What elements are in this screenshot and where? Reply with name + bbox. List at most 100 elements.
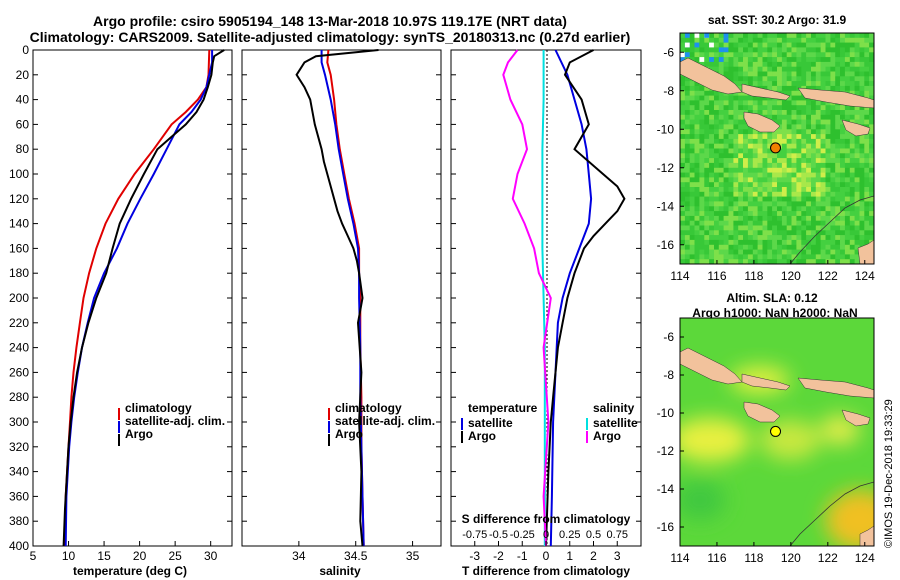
- sst-cell: [680, 134, 686, 140]
- y-tick-label: 320: [9, 440, 29, 454]
- sst-cell: [714, 90, 720, 96]
- sst-cell: [767, 153, 773, 159]
- sst-cell: [704, 182, 710, 188]
- sst-cell: [811, 153, 817, 159]
- sst-cell: [733, 61, 739, 67]
- sst-cell: [791, 105, 797, 111]
- sst-cell: [762, 235, 768, 241]
- sst-cell: [830, 172, 836, 178]
- sst-cell: [825, 167, 831, 173]
- sst-cell: [752, 162, 758, 168]
- map-y-tick-label: -16: [657, 520, 675, 534]
- sst-cell: [859, 187, 865, 193]
- sst-cell: [757, 167, 763, 173]
- sst-cell: [840, 182, 846, 188]
- sst-cell: [840, 105, 846, 111]
- sst-cell: [825, 114, 831, 120]
- credit-text: ©IMOS 19-Dec-2018 19:33:29: [883, 399, 895, 548]
- sst-cell: [786, 239, 792, 245]
- sst-cell: [728, 153, 734, 159]
- sst-cell: [743, 52, 749, 58]
- sst-cell: [840, 143, 846, 149]
- land-flores: [797, 87, 874, 109]
- sst-cell: [762, 244, 768, 250]
- sst-cell: [704, 143, 710, 149]
- sst-cell: [743, 33, 749, 39]
- sst-cell: [801, 129, 807, 135]
- sst-cell: [684, 230, 690, 236]
- sst-cell: [830, 33, 836, 39]
- sst-cell: [854, 235, 860, 241]
- sst-cell: [743, 177, 749, 183]
- sst-cell: [815, 124, 821, 130]
- sst-cell: [738, 158, 744, 164]
- sla-map-panel: Altim. SLA: 0.12 Argo h1000: NaN h2000: …: [657, 291, 875, 565]
- sst-cell: [733, 177, 739, 183]
- sst-cell: [830, 47, 836, 53]
- sst-cell: [728, 206, 734, 212]
- sst-cell: [733, 239, 739, 245]
- top-x-tick-label: 0.5: [586, 529, 601, 541]
- sst-cell: [767, 225, 773, 231]
- series-t-argo: [545, 49, 626, 547]
- sst-cell: [806, 124, 812, 130]
- sst-cell: [806, 215, 812, 221]
- sst-cell: [694, 158, 700, 164]
- sst-cell: [786, 196, 792, 202]
- sst-cell: [762, 191, 768, 197]
- sst-cell: [747, 177, 753, 183]
- sst-cell: [840, 57, 846, 63]
- sst-cell: [777, 129, 783, 135]
- sst-cell: [718, 158, 724, 164]
- sst-cell: [689, 158, 695, 164]
- sst-cell: [714, 220, 720, 226]
- sst-cell: [830, 119, 836, 125]
- sst-cell: [806, 230, 812, 236]
- sst-cell: [738, 153, 744, 159]
- sst-cell: [694, 201, 700, 207]
- sst-cell: [723, 167, 729, 173]
- sst-cell: [786, 211, 792, 217]
- sst-cell: [728, 110, 734, 116]
- sst-cell: [709, 37, 715, 43]
- sst-cell: [811, 47, 817, 53]
- sst-cell: [714, 42, 720, 48]
- sst-cell: [762, 138, 768, 144]
- sst-cell: [796, 230, 802, 236]
- sst-cell: [796, 114, 802, 120]
- sst-cell: [811, 124, 817, 130]
- sst-cell: [864, 215, 870, 221]
- y-tick-label: 120: [9, 192, 29, 206]
- sst-cell: [786, 42, 792, 48]
- sst-cell: [680, 225, 686, 231]
- sst-cell: [811, 57, 817, 63]
- sst-cell: [728, 148, 734, 154]
- sst-cell: [752, 201, 758, 207]
- sla-map-land: [680, 347, 874, 546]
- sst-cell: [762, 225, 768, 231]
- sst-cell: [709, 95, 715, 101]
- sst-cell: [743, 206, 749, 212]
- sst-cell: [825, 47, 831, 53]
- sst-cell: [757, 206, 763, 212]
- sst-cell: [806, 148, 812, 154]
- map-y-tick-label: -8: [663, 84, 674, 98]
- sst-cell: [811, 196, 817, 202]
- land-australia: [859, 525, 874, 546]
- sst-cell: [825, 211, 831, 217]
- sst-cell: [849, 220, 855, 226]
- sst-cell-cold: [718, 57, 724, 62]
- sst-cell: [844, 235, 850, 241]
- sst-cell: [718, 153, 724, 159]
- sst-cell: [811, 259, 817, 264]
- sst-cell: [709, 201, 715, 207]
- sst-cell: [714, 254, 720, 260]
- sst-cell: [815, 114, 821, 120]
- sst-cell: [796, 105, 802, 111]
- sst-cell: [733, 182, 739, 188]
- sst-cell: [806, 235, 812, 241]
- sst-cell: [714, 187, 720, 193]
- sst-cell: [786, 182, 792, 188]
- sst-cell: [849, 244, 855, 250]
- y-tick-label: 40: [16, 93, 30, 107]
